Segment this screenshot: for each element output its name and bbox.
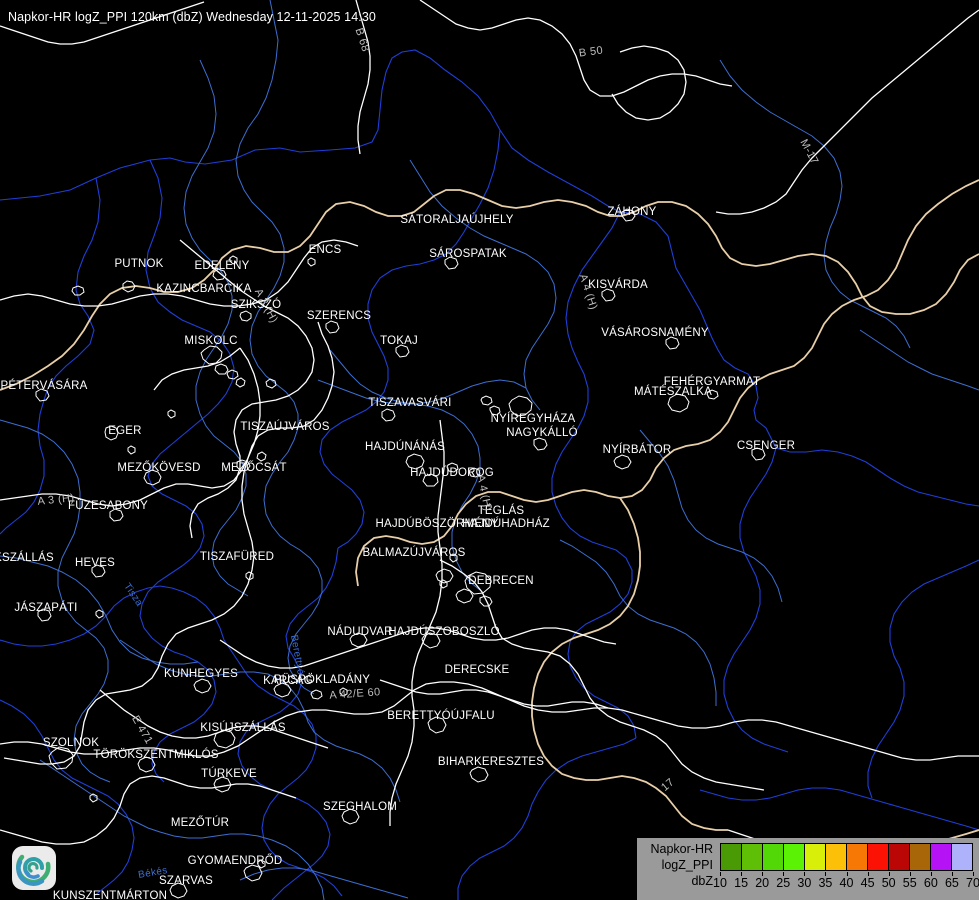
legend-swatch (847, 844, 868, 870)
legend-tick-label: 45 (860, 876, 875, 890)
legend-tick-mark (741, 872, 743, 876)
legend-tick-label: 20 (755, 876, 770, 890)
legend-tick-label: 60 (923, 876, 938, 890)
legend-swatch (826, 844, 847, 870)
legend-tick-label: 50 (881, 876, 896, 890)
legend-tick-mark (720, 872, 721, 876)
legend-tick-label: 10 (713, 876, 727, 890)
legend-tick-mark (930, 872, 932, 876)
legend-tick-axis: 10 15 20 25 30 35 40 45 50 55 60 65 70 (713, 872, 979, 896)
settlement-outline-layer (35, 208, 766, 899)
legend-tick-mark (909, 872, 911, 876)
legend-tick-mark (846, 872, 848, 876)
legend-tick-mark (973, 872, 974, 876)
swirl-logo-icon (16, 854, 51, 886)
legend-tick-label: 15 (734, 876, 749, 890)
legend-tick-mark (951, 872, 953, 876)
legend-color-scale (720, 843, 973, 871)
legend-tick-mark (888, 872, 890, 876)
highway-layer (0, 179, 979, 900)
legend-swatch (784, 844, 805, 870)
swirl-logo[interactable] (12, 846, 56, 890)
legend-swatch (910, 844, 931, 870)
legend-tick-label: 70 (966, 876, 979, 890)
legend-swatch (805, 844, 826, 870)
legend-tick-label: 55 (902, 876, 917, 890)
legend-swatch (952, 844, 972, 870)
page-title: Napkor-HR logZ_PPI 120km (dbZ) Wednesday… (8, 10, 376, 24)
legend-tick-mark (762, 872, 764, 876)
legend-tick-label: 35 (818, 876, 833, 890)
border-layer (0, 49, 979, 900)
legend-tick-label: 40 (839, 876, 854, 890)
legend-tick-mark (867, 872, 869, 876)
legend-line-1: Napkor-HR (650, 842, 713, 856)
legend-tick-label: 65 (944, 876, 959, 890)
legend-line-3: dbZ (691, 874, 713, 888)
radar-legend: Napkor-HR logZ_PPI dbZ 10 15 20 25 30 35 40 45 5… (637, 838, 979, 900)
legend-swatch (742, 844, 763, 870)
legend-tick-label: 25 (776, 876, 791, 890)
legend-line-2: logZ_PPI (661, 858, 713, 872)
legend-tick-mark (783, 872, 785, 876)
legend-tick-label: 30 (797, 876, 812, 890)
legend-swatch (889, 844, 910, 870)
legend-swatch (721, 844, 742, 870)
legend-swatch (868, 844, 889, 870)
legend-caption: Napkor-HR logZ_PPI dbZ (643, 841, 713, 889)
legend-tick-mark (825, 872, 827, 876)
legend-swatch (931, 844, 952, 870)
legend-tick-mark (804, 872, 806, 876)
legend-swatch (763, 844, 784, 870)
